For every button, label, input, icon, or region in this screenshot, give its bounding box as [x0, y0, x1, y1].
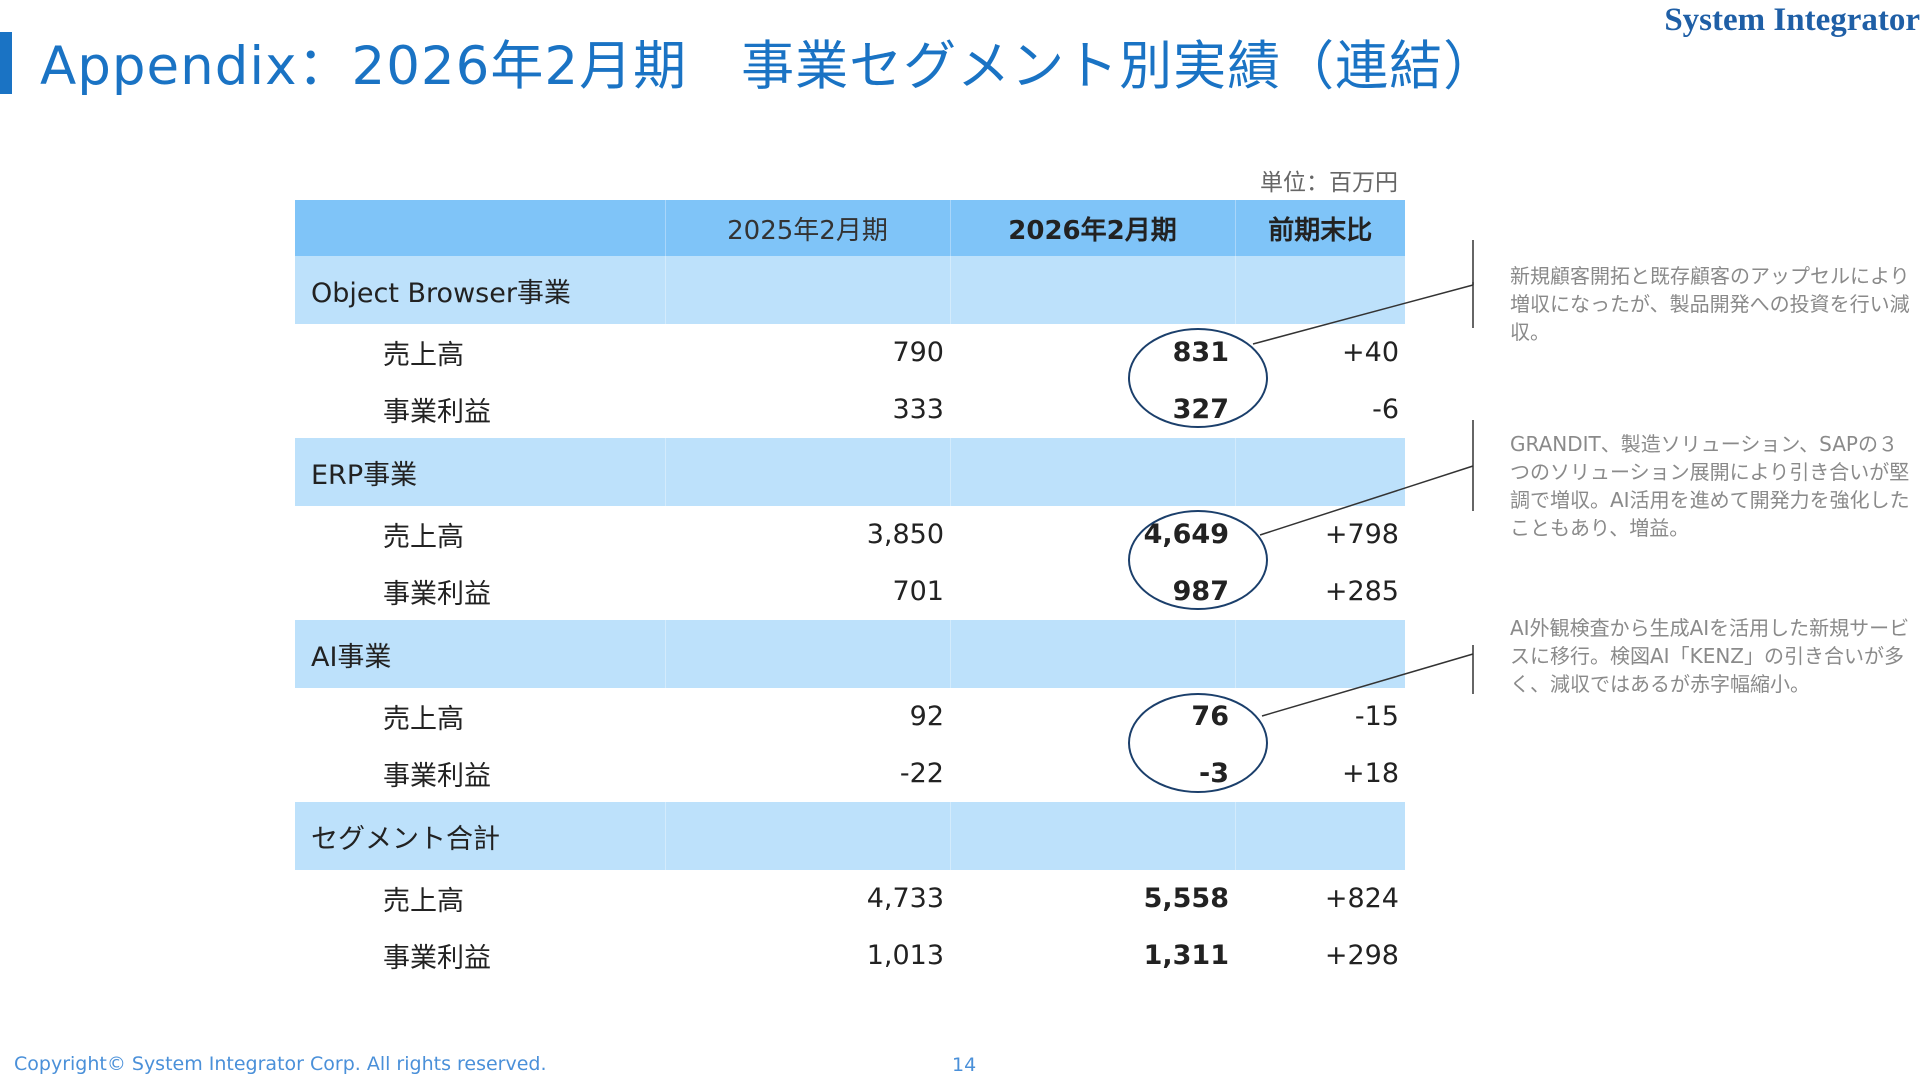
- value-prev: 1,013: [866, 940, 944, 971]
- value-prev: 92: [909, 701, 944, 732]
- value-diff: -15: [1354, 701, 1399, 732]
- value-diff: +798: [1324, 519, 1399, 550]
- callout-line-1: [1252, 284, 1474, 345]
- highlight-ellipse-ai: [1128, 693, 1268, 793]
- page-number: 14: [952, 1054, 977, 1076]
- value-prev: 790: [892, 337, 944, 368]
- value-prev: 3,850: [866, 519, 944, 550]
- table-row: 売上高 4,733 5,558 +824: [295, 870, 1405, 927]
- unit-label: 単位：百万円: [1260, 170, 1398, 196]
- table-row: 売上高 92 76 -15: [295, 688, 1405, 745]
- header-fy2026: 2026年2月期: [949, 200, 1235, 256]
- value-diff: +285: [1324, 576, 1399, 607]
- value-prev: 333: [892, 394, 944, 425]
- segment-name: セグメント合計: [311, 823, 500, 855]
- callout-line-3: [1261, 653, 1474, 717]
- value-diff: -6: [1372, 394, 1399, 425]
- value-current: 5,558: [1143, 883, 1229, 914]
- segment-header-row: Object Browser事業: [295, 256, 1405, 324]
- value-diff: +824: [1324, 883, 1399, 914]
- page-title: Appendix：2026年2月期 事業セグメント別実績（連結）: [40, 36, 1498, 97]
- row-label: 事業利益: [383, 397, 491, 428]
- segment-header-row: ERP事業: [295, 438, 1405, 506]
- row-label: 売上高: [383, 704, 464, 735]
- value-diff: +298: [1324, 940, 1399, 971]
- segment-name: ERP事業: [311, 459, 418, 491]
- brand-logo-text: System Integrator: [1664, 2, 1920, 38]
- row-label: 売上高: [383, 340, 464, 371]
- segment-header-row: AI事業: [295, 620, 1405, 688]
- copyright-text: Copyright© System Integrator Corp. All r…: [14, 1053, 547, 1075]
- value-current: 1,311: [1143, 940, 1229, 971]
- value-prev: 4,733: [866, 883, 944, 914]
- row-label: 事業利益: [383, 761, 491, 792]
- segment-header-row: セグメント合計: [295, 802, 1405, 870]
- row-label: 事業利益: [383, 943, 491, 974]
- segment-results-table: 2025年2月期 2026年2月期 前期末比 Object Browser事業 …: [295, 200, 1405, 984]
- callout-note-erp: GRANDIT、製造ソリューション、SAPの３つのソリューション展開により引き合…: [1510, 432, 1910, 540]
- title-accent-bar: [0, 32, 12, 94]
- value-prev: 701: [892, 576, 944, 607]
- segment-name: AI事業: [311, 641, 392, 673]
- header-fy2025: 2025年2月期: [664, 200, 950, 256]
- header-yoy-change: 前期末比: [1234, 200, 1405, 256]
- row-label: 売上高: [383, 522, 464, 553]
- callout-note-object-browser: 新規顧客開拓と既存顧客のアップセルにより増収になったが、製品開発への投資を行い減…: [1510, 264, 1910, 344]
- value-diff: +40: [1342, 337, 1399, 368]
- table-header-row: 2025年2月期 2026年2月期 前期末比: [295, 200, 1405, 256]
- row-label: 事業利益: [383, 579, 491, 610]
- highlight-ellipse-object-browser: [1128, 328, 1268, 428]
- callout-line-2: [1259, 465, 1474, 536]
- row-label: 売上高: [383, 886, 464, 917]
- value-prev: -22: [899, 758, 944, 789]
- callout-note-ai: AI外観検査から生成AIを活用した新規サービスに移行。検図AI「KENZ」の引き…: [1510, 616, 1910, 696]
- table-row: 事業利益 1,013 1,311 +298: [295, 927, 1405, 984]
- value-diff: +18: [1342, 758, 1399, 789]
- segment-name: Object Browser事業: [311, 277, 571, 309]
- highlight-ellipse-erp: [1128, 510, 1268, 610]
